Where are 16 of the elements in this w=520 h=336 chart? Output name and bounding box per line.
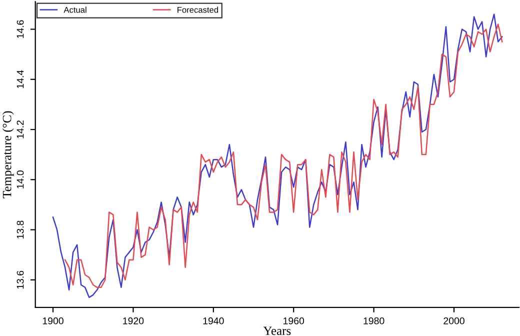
y-tick-label: 14.4 xyxy=(16,70,24,88)
x-tick-label: 2000 xyxy=(444,317,464,324)
y-tick-label: 14.0 xyxy=(16,170,24,188)
y-tick-label: 13.8 xyxy=(16,220,24,238)
x-tick-label: 1920 xyxy=(123,317,144,324)
x-tick-label: 1900 xyxy=(42,317,64,324)
y-tick-label: 14.2 xyxy=(16,120,24,138)
y-tick-label: 13.6 xyxy=(16,270,24,289)
legend-label: Actual xyxy=(64,6,86,13)
legend-label: Forecasted xyxy=(178,6,218,13)
x-tick-label: 1980 xyxy=(364,317,384,324)
y-axis-title: Temperature (°C) xyxy=(2,111,14,198)
x-axis-title: Years xyxy=(263,326,291,336)
y-tick-label: 14.6 xyxy=(16,20,24,38)
x-tick-label: 1960 xyxy=(284,317,304,324)
x-tick-label: 1940 xyxy=(203,317,224,324)
